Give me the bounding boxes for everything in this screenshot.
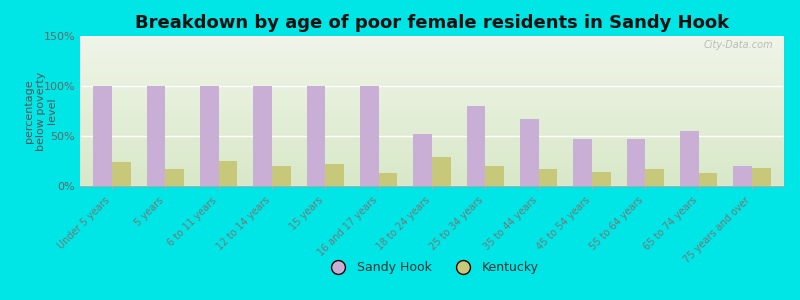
Bar	[306, 86, 326, 186]
Bar	[574, 139, 592, 186]
Text: City-Data.com: City-Data.com	[704, 40, 774, 50]
Bar	[592, 172, 610, 186]
Bar	[626, 139, 646, 186]
Bar	[432, 157, 450, 186]
Bar	[520, 119, 538, 186]
Bar	[486, 166, 504, 186]
Bar	[146, 86, 166, 186]
Bar	[360, 86, 378, 186]
Bar	[200, 86, 218, 186]
Bar	[414, 134, 432, 186]
Title: Breakdown by age of poor female residents in Sandy Hook: Breakdown by age of poor female resident…	[135, 14, 729, 32]
Bar	[680, 131, 698, 186]
Bar	[218, 161, 238, 186]
Bar	[166, 169, 184, 186]
Bar	[538, 169, 558, 186]
Bar	[734, 166, 752, 186]
Bar	[272, 166, 290, 186]
Bar	[698, 173, 718, 186]
Legend: Sandy Hook, Kentucky: Sandy Hook, Kentucky	[321, 256, 543, 279]
Bar	[646, 169, 664, 186]
Bar	[112, 162, 130, 186]
Bar	[254, 86, 272, 186]
Bar	[378, 173, 398, 186]
Y-axis label: percentage
below poverty
level: percentage below poverty level	[24, 71, 58, 151]
Bar	[326, 164, 344, 186]
Bar	[94, 86, 112, 186]
Bar	[752, 168, 770, 186]
Bar	[466, 106, 486, 186]
